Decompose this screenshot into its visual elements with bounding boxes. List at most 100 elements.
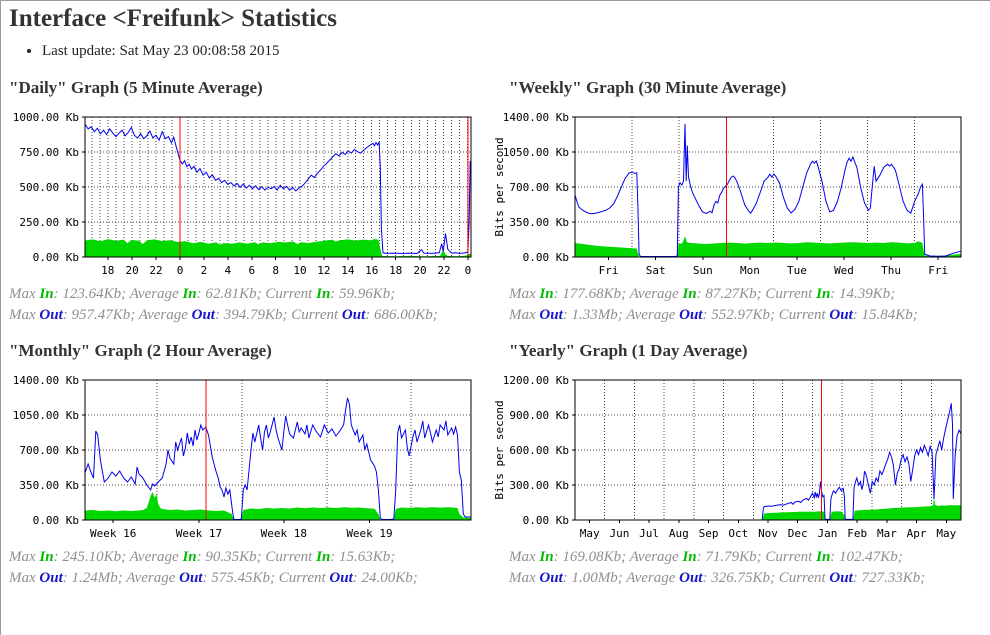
in-label: In [316,286,331,302]
x-tick-label: Oct [728,527,748,540]
y-tick-label: 1000.00 Kb [13,111,79,124]
y-tick-label: 350.00 Kb [19,479,79,492]
x-tick-label: Mon [740,264,760,277]
x-tick-label: Sep [699,527,719,540]
chart-title-yearly: "Yearly" Graph (1 Day Average) [509,341,748,361]
y-tick-label: 0.00 Kb [33,251,79,264]
y-tick-label: 0.00 Kb [523,251,569,264]
x-tick-label: Sun [693,264,713,277]
daily-stats: Max In: 123.64Kb; Average In: 62.81Kb; C… [9,286,438,323]
in-traffic-area [575,236,961,257]
y-axis-title: Bits per second [493,137,506,236]
monthly-graph: 1400.00 Kb 1050.00 Kb 700.00 Kb 350.00 Kb 0.… [1,370,491,542]
x-tick-label: Apr [907,527,927,540]
weekly-stats: Max In: 177.68Kb; Average In: 87.27Kb; C… [509,286,918,323]
y-tick-label: 350.00 Kb [509,216,569,229]
x-tick-label: 18 [389,264,402,277]
in-label: In [816,286,831,302]
charts-grid: "Daily" Graph (5 Minute Average) 1000.00… [1,64,990,591]
x-tick-label: Dec [788,527,808,540]
y-tick-label: 750.00 Kb [19,146,79,159]
in-label: In [682,286,697,302]
x-tick-label: 18 [101,264,114,277]
x-tick-label: Week 18 [261,527,307,540]
chart-section-yearly: "Yearly" Graph (1 Day Average) 1200.00 K… [491,327,990,590]
x-tick-label: Fri [928,264,948,277]
weekly-graph-svg: 1400.00 Kb 1050.00 Kb 700.00 Kb 350.00 Kb 0.… [493,111,962,277]
chart-section-weekly: "Weekly" Graph (30 Minute Average) 1400.… [491,64,990,327]
x-tick-label: Fri [599,264,619,277]
in-label: In [539,286,554,302]
out-label: Out [39,570,63,587]
in-label: In [682,549,697,566]
y-tick-label: 1050.00 Kb [13,409,79,422]
update-list: Last update: Sat May 23 00:08:58 2015 [28,43,990,60]
y-tick-label: 300.00 Kb [509,479,569,492]
y-tick-label: 0.00 Kb [33,514,79,527]
x-tick-label: 8 [272,264,279,277]
x-tick-label: 10 [293,264,306,277]
out-label: Out [329,570,353,587]
weekly-graph: 1400.00 Kb 1050.00 Kb 700.00 Kb 350.00 Kb 0.… [491,107,990,279]
x-tick-label: Sat [646,264,666,277]
yearly-graph: 1200.00 Kb 900.00 Kb 600.00 Kb 300.00 Kb 0.0… [491,370,990,542]
x-tick-label: Nov [758,527,778,540]
y-tick-label: 1050.00 Kb [503,146,569,159]
out-traffic-line [761,403,962,521]
x-tick-label: Tue [787,264,807,277]
monthly-graph-svg: 1400.00 Kb 1050.00 Kb 700.00 Kb 350.00 Kb 0.… [13,374,472,540]
y-tick-label: 250.00 Kb [19,216,79,229]
x-tick-label: Feb [847,527,867,540]
out-label: Out [341,306,366,323]
in-label: In [816,549,831,566]
y-tick-label: 900.00 Kb [509,409,569,422]
out-traffic-line [84,123,472,255]
x-tick-label: Aug [669,527,689,540]
in-label: In [182,549,197,566]
y-tick-label: 500.00 Kb [19,181,79,194]
x-tick-label: 0 [177,264,184,277]
chart-title-weekly: "Weekly" Graph (30 Minute Average) [509,78,787,97]
y-tick-label: 0.00 Kb [523,514,569,527]
out-label: Out [179,570,203,587]
x-tick-label: 12 [317,264,330,277]
y-axis-title: Bits per second [493,401,506,500]
chart-section-daily: "Daily" Graph (5 Minute Average) 1000.00… [1,64,491,327]
x-tick-label: 16 [365,264,378,277]
x-tick-label: Jun [609,527,629,540]
out-traffic-line [574,123,962,257]
last-update-item: Last update: Sat May 23 00:08:58 2015 [42,43,990,60]
x-tick-label: 20 [125,264,138,277]
x-tick-label: Mar [877,527,897,540]
x-tick-label: 14 [341,264,355,277]
x-tick-label: 4 [224,264,231,277]
x-tick-label: Wed [834,264,854,277]
x-tick-label: Thu [881,264,901,277]
daily-graph: 1000.00 Kb 750.00 Kb 500.00 Kb 250.00 Kb 0.0… [1,107,491,279]
in-traffic-area [85,239,471,257]
y-tick-label: 1400.00 Kb [503,111,569,124]
out-label: Out [679,570,703,587]
out-label: Out [39,306,63,323]
x-tick-label: Week 17 [176,527,222,540]
x-tick-label: 22 [149,264,162,277]
x-tick-label: May [936,527,956,540]
in-traffic-area [85,492,471,521]
out-label: Out [539,570,563,587]
daily-graph-svg: 1000.00 Kb 750.00 Kb 500.00 Kb 250.00 Kb 0.0… [13,111,472,277]
x-tick-label: May [580,527,600,540]
x-tick-label: 0 [465,264,472,277]
in-label: In [539,549,554,566]
in-label: In [316,549,331,566]
y-tick-label: 1400.00 Kb [13,374,79,387]
x-tick-label: Week 16 [90,527,136,540]
out-label: Out [539,306,563,323]
in-label: In [39,549,54,566]
monthly-stats: Max In: 245.10Kb; Average In: 90.35Kb; C… [9,549,418,587]
out-label: Out [191,306,215,323]
x-tick-label: 6 [248,264,255,277]
x-tick-label: Week 19 [346,527,392,540]
in-label: In [182,286,197,302]
y-tick-label: 1200.00 Kb [503,374,569,387]
out-label: Out [829,570,853,587]
